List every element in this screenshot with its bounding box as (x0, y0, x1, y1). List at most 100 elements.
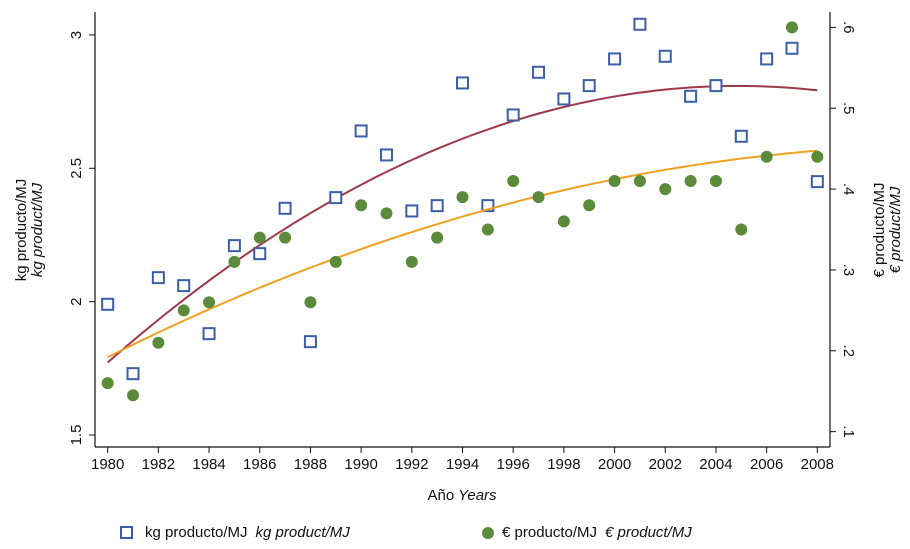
point (582, 79, 596, 93)
x-tick-label: 2008 (801, 456, 834, 473)
point (633, 17, 647, 31)
point (228, 255, 241, 268)
point (811, 150, 824, 163)
y-tick-label: 2.5 (68, 158, 85, 179)
y-axis-title: kg producto/MJ (13, 179, 30, 282)
y-tick-label: 3 (68, 31, 85, 39)
legend-label-en: kg product/MJ (256, 524, 351, 541)
point (684, 174, 697, 187)
x-tick-label: 1998 (547, 456, 580, 473)
legend-marker (120, 526, 133, 539)
point (532, 191, 545, 204)
x-tick-label: 2004 (699, 456, 732, 473)
point (557, 215, 570, 228)
y2-tick-label: .1 (840, 425, 857, 438)
point (303, 335, 317, 349)
point (785, 41, 799, 55)
y2-axis-title-en: € product/MJ (887, 186, 904, 273)
fit-line (107, 84, 818, 364)
x-tick-label: 1996 (497, 456, 530, 473)
legend-label-en: € product/MJ (605, 524, 692, 541)
x-axis-title-es: Año (427, 487, 454, 504)
x-tick-label: 2000 (598, 456, 631, 473)
point (355, 199, 368, 212)
point (329, 191, 343, 205)
point (279, 231, 292, 244)
x-axis-title-en: Years (458, 487, 497, 504)
point (253, 247, 267, 261)
point (810, 175, 824, 189)
point (456, 191, 469, 204)
point (101, 377, 114, 390)
y2-tick-label: .3 (840, 264, 857, 277)
point (456, 76, 469, 90)
y2-axis-title: € producto/MJ (871, 182, 888, 277)
point (278, 201, 292, 215)
x-tick-label: 1982 (142, 456, 175, 473)
point (177, 304, 190, 317)
point (709, 174, 722, 187)
point (659, 183, 672, 196)
point (507, 174, 520, 187)
y2-tick-label: .6 (840, 21, 857, 34)
point (203, 296, 216, 309)
point (481, 223, 494, 236)
y-tick-label: 1.5 (68, 425, 85, 446)
x-tick-label: 1990 (344, 456, 377, 473)
x-tick-label: 1994 (446, 456, 479, 473)
point (608, 174, 621, 187)
point (329, 255, 342, 268)
point (227, 239, 241, 253)
point (658, 49, 672, 63)
point (151, 271, 165, 285)
point (177, 279, 191, 293)
y-axis-title-en: kg product/MJ (29, 182, 46, 277)
y2-tick-label: .5 (840, 102, 857, 115)
point (557, 92, 571, 106)
point (734, 129, 748, 143)
point (127, 389, 140, 402)
point (304, 296, 317, 309)
y-tick-label: 2 (68, 297, 85, 305)
point (202, 327, 216, 341)
x-tick-label: 1980 (91, 456, 124, 473)
y2-tick-label: .4 (840, 183, 857, 196)
point (760, 150, 773, 163)
point (709, 79, 723, 93)
point (506, 108, 520, 122)
point (101, 297, 115, 311)
legend-label: kg producto/MJ (145, 524, 248, 541)
legend-label: € producto/MJ (502, 524, 597, 541)
legend-entry: kg producto/MJ kg product/MJ (145, 524, 350, 541)
point (532, 65, 546, 79)
point (583, 199, 596, 212)
point (379, 148, 393, 162)
y2-tick-label: .2 (840, 345, 857, 358)
point (354, 124, 368, 138)
legend-marker (482, 527, 494, 539)
x-tick-label: 1986 (243, 456, 276, 473)
x-tick-label: 2002 (649, 456, 682, 473)
x-tick-label: 1984 (192, 456, 225, 473)
x-tick-label: 2006 (750, 456, 783, 473)
point (633, 174, 646, 187)
x-axis-title: Año Years (427, 487, 497, 504)
point (760, 52, 774, 66)
point (405, 204, 419, 218)
x-tick-label: 1988 (294, 456, 327, 473)
point (430, 199, 444, 213)
point (684, 89, 698, 103)
point (785, 21, 798, 34)
point (380, 207, 393, 220)
legend-entry: € producto/MJ € product/MJ (502, 524, 692, 541)
point (481, 199, 495, 213)
fit-line (107, 149, 818, 358)
point (735, 223, 748, 236)
point (152, 336, 165, 349)
point (253, 231, 266, 244)
point (126, 367, 140, 381)
x-tick-label: 1992 (395, 456, 428, 473)
point (608, 52, 622, 66)
point (431, 231, 444, 244)
